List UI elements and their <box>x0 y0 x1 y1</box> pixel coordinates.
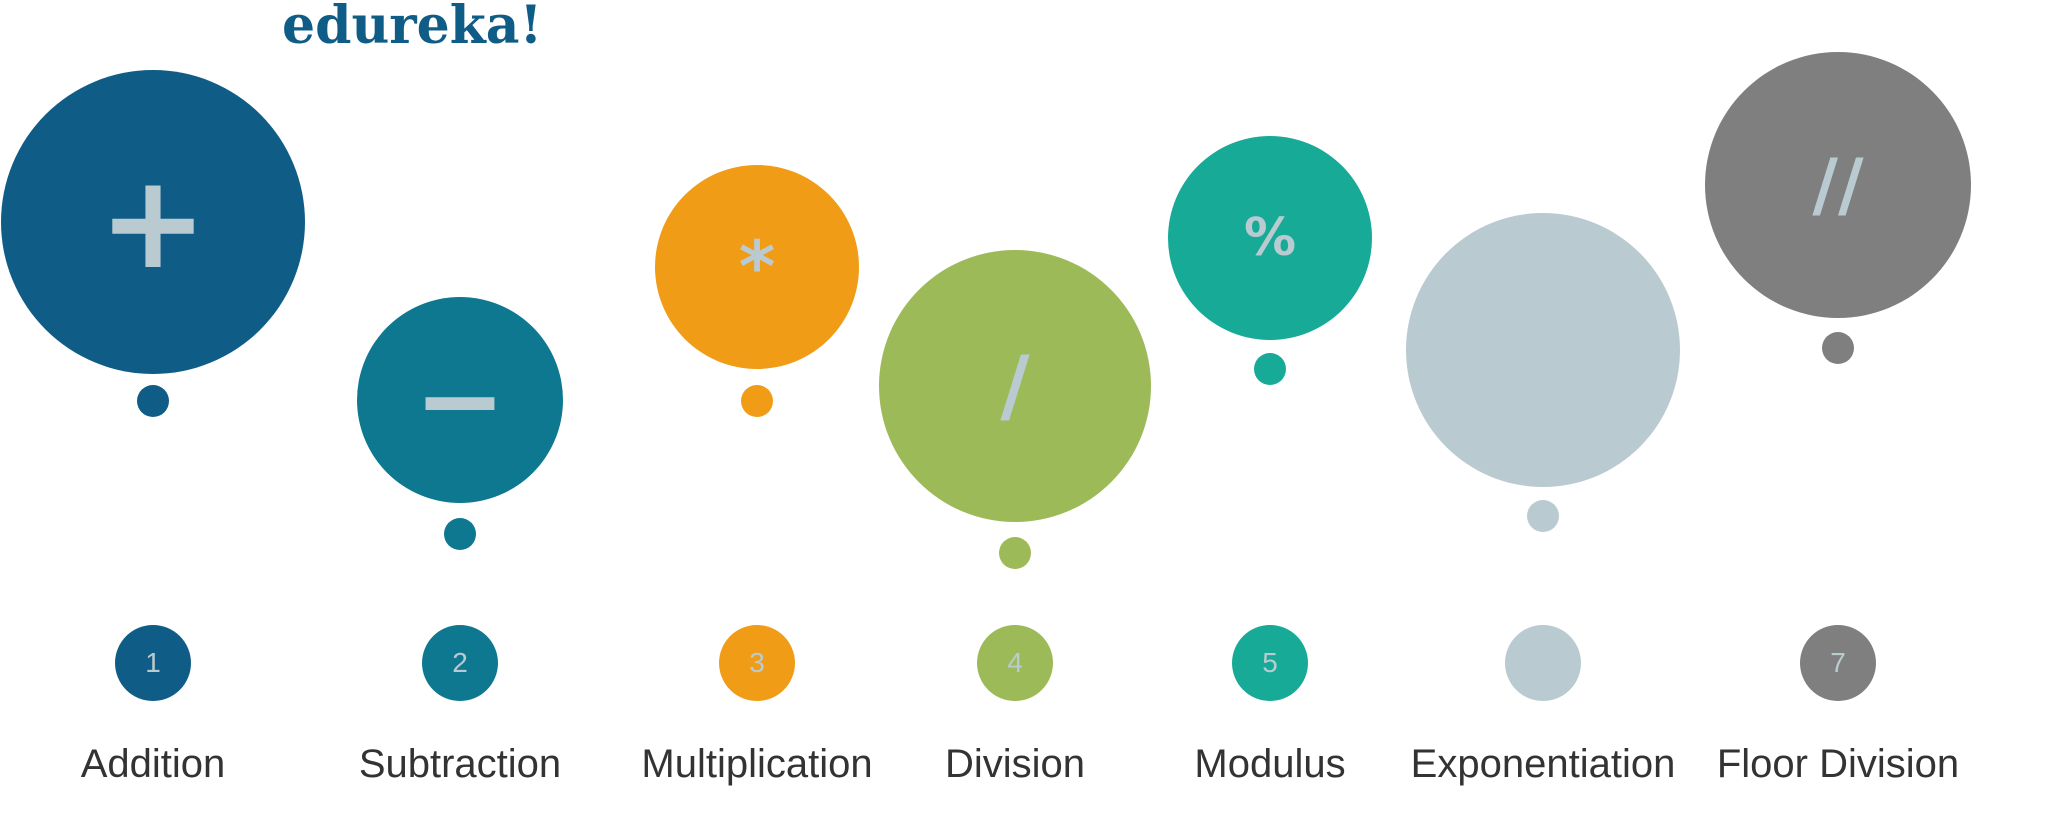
subtraction-label: Subtraction <box>358 742 562 786</box>
floor-division-label: Floor Division <box>1716 742 1960 786</box>
multiplication-label: Multiplication <box>641 742 873 786</box>
subtraction-symbol: − <box>413 336 507 464</box>
modulus-bubble: % <box>1168 136 1372 340</box>
addition-label: Addition <box>80 742 226 786</box>
addition-symbol: + <box>98 146 208 298</box>
exponentiation-number-badge <box>1505 625 1581 701</box>
floor-division-symbol: // <box>1812 144 1864 226</box>
modulus-label: Modulus <box>1194 742 1346 786</box>
floor-division-connector-dot <box>1822 332 1854 364</box>
addition-connector-dot <box>137 385 169 417</box>
multiplication-symbol: * <box>738 226 776 308</box>
exponentiation-bubble <box>1406 213 1680 487</box>
modulus-symbol: % <box>1243 208 1297 268</box>
multiplication-connector-dot <box>741 385 773 417</box>
floor-division-number-badge: 7 <box>1800 625 1876 701</box>
multiplication-number-badge: 3 <box>719 625 795 701</box>
edureka-logo: edureka! <box>282 0 543 56</box>
subtraction-bubble: − <box>357 297 563 503</box>
division-symbol: / <box>1000 339 1030 432</box>
subtraction-number-badge: 2 <box>422 625 498 701</box>
subtraction-connector-dot <box>444 518 476 550</box>
modulus-number-badge: 5 <box>1232 625 1308 701</box>
exponentiation-connector-dot <box>1527 500 1559 532</box>
division-number-badge: 4 <box>977 625 1053 701</box>
exponentiation-label: Exponentiation <box>1410 742 1676 786</box>
division-label: Division <box>944 742 1086 786</box>
division-bubble: / <box>879 250 1151 522</box>
addition-number-badge: 1 <box>115 625 191 701</box>
modulus-connector-dot <box>1254 353 1286 385</box>
multiplication-bubble: * <box>655 165 859 369</box>
floor-division-bubble: // <box>1705 52 1971 318</box>
division-connector-dot <box>999 537 1031 569</box>
addition-bubble: + <box>1 70 305 374</box>
